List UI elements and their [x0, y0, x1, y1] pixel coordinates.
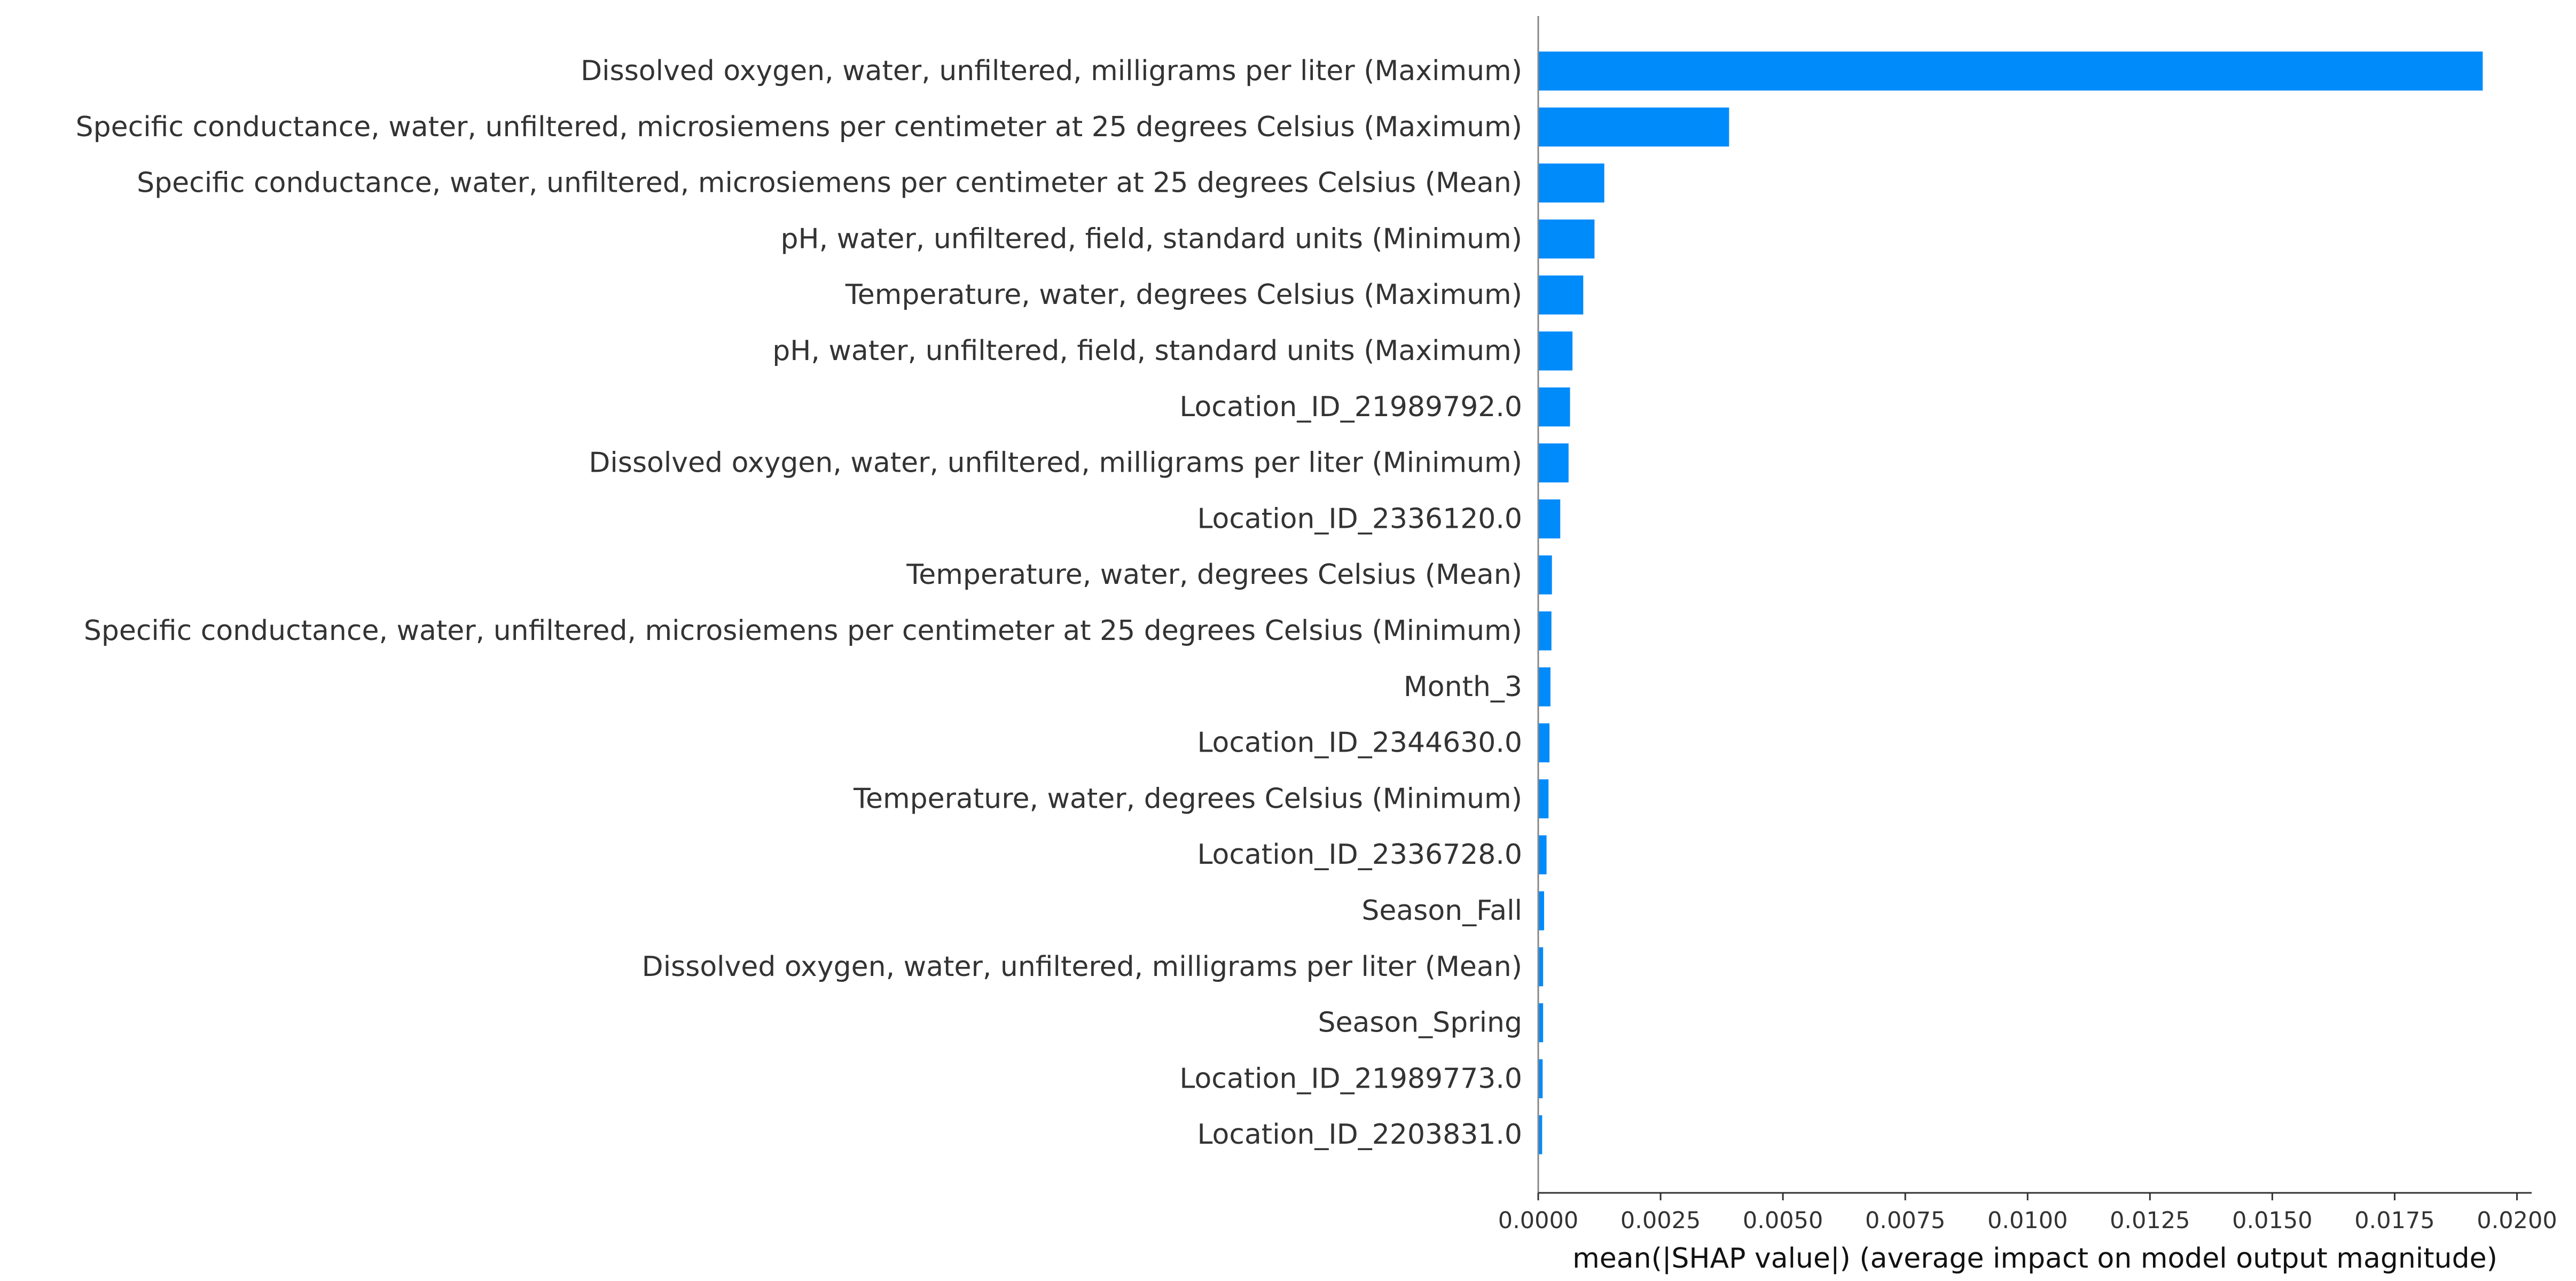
bar [1538, 779, 1549, 818]
bar [1538, 891, 1544, 931]
category-label: pH, water, unfiltered, field, standard u… [772, 335, 1522, 367]
x-tick-label: 0.0075 [1865, 1207, 1945, 1234]
bar [1538, 107, 1729, 147]
bar [1538, 555, 1552, 595]
bar [1538, 947, 1544, 987]
x-tick-label: 0.0050 [1743, 1207, 1823, 1234]
bar [1538, 163, 1604, 203]
bar [1538, 219, 1595, 259]
category-label: Specific conductance, water, unfiltered,… [137, 167, 1522, 199]
x-tick-label: 0.0125 [2110, 1207, 2190, 1234]
bar [1538, 667, 1551, 707]
category-label: Location_ID_2336728.0 [1197, 839, 1522, 871]
bar [1538, 443, 1569, 483]
category-label: Specific conductance, water, unfiltered,… [76, 111, 1522, 143]
bar [1538, 835, 1547, 874]
category-label: Season_Fall [1361, 895, 1522, 927]
category-label: Location_ID_2344630.0 [1197, 727, 1522, 759]
category-label: Dissolved oxygen, water, unfiltered, mil… [642, 951, 1522, 983]
x-tick-label: 0.0000 [1498, 1207, 1578, 1234]
bar [1538, 1059, 1543, 1098]
bar [1538, 387, 1570, 427]
bar [1538, 275, 1584, 315]
category-label: Dissolved oxygen, water, unfiltered, mil… [589, 447, 1522, 479]
bar [1538, 1115, 1543, 1154]
x-tick-label: 0.0200 [2477, 1207, 2557, 1234]
bar [1538, 51, 2483, 91]
category-label: pH, water, unfiltered, field, standard u… [780, 223, 1522, 255]
category-label: Location_ID_21989773.0 [1179, 1063, 1522, 1095]
bar [1538, 331, 1573, 371]
bar [1538, 723, 1550, 763]
x-ticks-group: 0.0000 0.0025 0.0050 0.0075 0.0100 0.0125 0.01… [1498, 1193, 2557, 1234]
category-label: Season_Spring [1318, 1007, 1522, 1039]
category-label: Location_ID_2336120.0 [1197, 503, 1522, 535]
x-tick-label: 0.0025 [1620, 1207, 1701, 1234]
bars-group [1538, 51, 2483, 1154]
category-label: Temperature, water, degrees Celsius (Min… [853, 783, 1522, 815]
category-label: Location_ID_21989792.0 [1179, 391, 1522, 423]
x-tick-label: 0.0100 [1987, 1207, 2068, 1234]
bar [1538, 1003, 1544, 1043]
category-label: Location_ID_2203831.0 [1197, 1119, 1522, 1151]
category-labels-group: Dissolved oxygen, water, unfiltered, mil… [76, 55, 1522, 1151]
category-label: Dissolved oxygen, water, unfiltered, mil… [581, 55, 1522, 87]
category-label: Temperature, water, degrees Celsius (Mea… [906, 559, 1522, 591]
x-tick-label: 0.0150 [2232, 1207, 2312, 1234]
category-label: Temperature, water, degrees Celsius (Max… [845, 279, 1522, 311]
category-label: Specific conductance, water, unfiltered,… [84, 615, 1522, 647]
category-label: Month_3 [1404, 671, 1522, 703]
x-axis-label: mean(|SHAP value|) (average impact on mo… [1572, 1243, 2497, 1275]
x-tick-label: 0.0175 [2354, 1207, 2434, 1234]
bar [1538, 499, 1561, 538]
bar [1538, 611, 1552, 651]
